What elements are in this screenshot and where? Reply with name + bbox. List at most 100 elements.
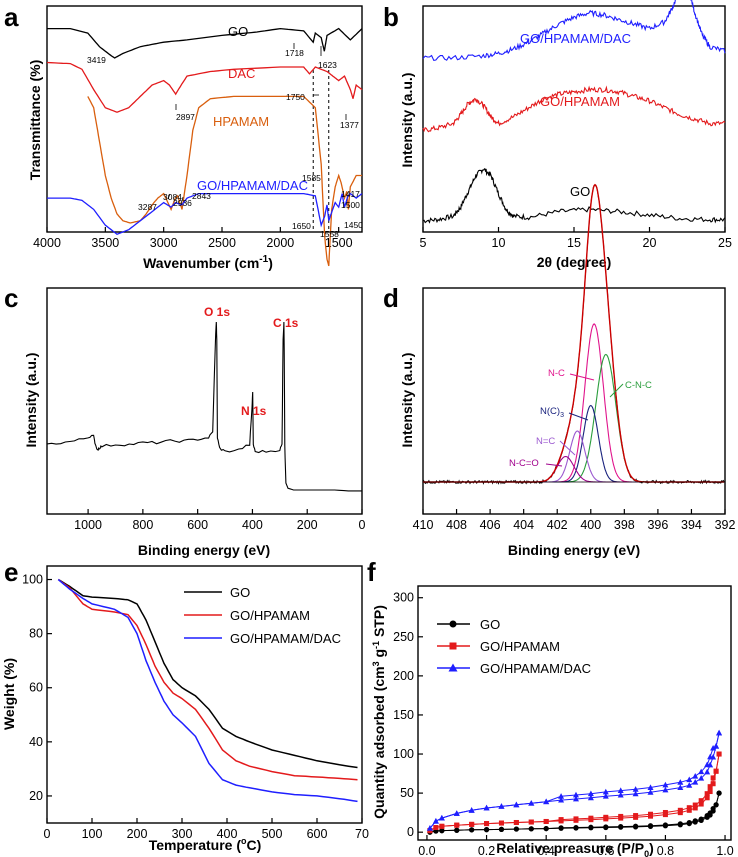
panel-d: d 410 408 406 404 402 400 398 396 394 392 N-C C-N… (383, 183, 735, 558)
f-point (483, 827, 490, 833)
f-point (704, 795, 710, 801)
f-point (710, 805, 716, 812)
f-ytick-label: 250 (393, 630, 414, 644)
d-ylabel: Intensity (a.u.) (399, 353, 415, 448)
panel-f-series (426, 729, 723, 835)
f-xtick-label: 0.6 (597, 844, 614, 857)
f-xlabel: Relative preasure (P/P0) (496, 840, 654, 857)
e-series-line-0 (57, 578, 358, 769)
f-point (677, 779, 684, 785)
panel-a: a 4000 3500 3000 2500 2000 1500 3419 1718 1623 2… (4, 2, 363, 271)
f-xtick-label: 1.0 (716, 844, 733, 857)
c-peak-n1s: N 1s (241, 404, 267, 418)
c-xtick-label: 400 (242, 518, 263, 532)
f-legend-marker-go-hpamam (449, 642, 457, 650)
f-point (618, 823, 624, 830)
d-label-arrow-1 (609, 383, 624, 398)
e-series-line-2 (57, 578, 358, 803)
panel-a-dashed-guides (312, 70, 330, 232)
f-point (498, 803, 505, 809)
f-point (528, 800, 535, 806)
f-point (513, 826, 519, 832)
c-ylabel: Intensity (a.u.) (23, 353, 39, 448)
f-point (543, 818, 549, 824)
panel-f: f 0.0 0.2 0.4 0.6 0.8 1.0 0 50 100 150 200 250 300 G… (367, 557, 734, 857)
f-point (716, 790, 722, 796)
d-xtick-label: 408 (446, 518, 467, 532)
f-point (632, 790, 639, 797)
e-ytick-label: 20 (29, 789, 43, 803)
a-xtick-label: 4000 (33, 236, 61, 250)
a-annotation-1750: 1750 (286, 92, 305, 102)
f-point (433, 824, 439, 830)
f-ytick-label: 50 (400, 786, 414, 800)
f-point (633, 813, 639, 819)
d-xlabel: Binding energy (eV) (508, 542, 640, 558)
f-point (572, 795, 579, 802)
f-point (662, 822, 669, 828)
f-point (513, 819, 519, 825)
f-point (587, 790, 594, 797)
f-point (686, 782, 693, 788)
panel-a-series (46, 27, 363, 267)
f-point (632, 786, 639, 792)
e-xlabel: Temperature (oC) (149, 836, 262, 853)
d-label-arrow-0 (569, 373, 595, 381)
panel-f-ticks: 0.0 0.2 0.4 0.6 0.8 1.0 0 50 100 150 200 250 300 (393, 591, 734, 857)
d-xtick-label: 410 (413, 518, 434, 532)
d-xtick-label: 398 (614, 518, 635, 532)
f-point (617, 791, 624, 798)
panel-a-letter: a (4, 2, 19, 32)
b-series-line-1 (422, 85, 726, 133)
e-xtick-label: 600 (307, 827, 328, 841)
d-xtick-label: 396 (647, 518, 668, 532)
f-point (603, 814, 609, 820)
f-point (698, 798, 704, 804)
f-point (558, 817, 564, 823)
d-label-n-eq-c: N=C (536, 436, 555, 447)
e-xtick-label: 400 (217, 827, 238, 841)
f-point (484, 821, 490, 827)
panel-b-ticks: 5 10 15 20 25 (420, 227, 732, 250)
f-point (662, 781, 669, 788)
c-xtick-label: 600 (187, 518, 208, 532)
c-xtick-label: 0 (359, 518, 366, 532)
c-xtick-label: 200 (297, 518, 318, 532)
b-xtick-label: 25 (718, 236, 732, 250)
f-point (704, 768, 711, 775)
f-xtick-label: 0.0 (418, 844, 435, 857)
a-series-line-1 (46, 61, 363, 113)
b-label-go: GO (570, 184, 590, 199)
panel-e-frame (46, 565, 363, 824)
f-point (707, 784, 713, 790)
a-annotation-2897: 2897 (176, 112, 195, 122)
panel-d-ticks: 410 408 406 404 402 400 398 396 394 392 (413, 509, 735, 532)
f-point (698, 801, 704, 807)
panel-c-letter: c (4, 283, 18, 313)
d-label-nc3: N(C)3 (540, 406, 564, 419)
f-point (543, 798, 550, 805)
f-point (692, 805, 698, 811)
f-ytick-label: 300 (393, 591, 414, 605)
f-point (483, 804, 490, 811)
panel-d-letter: d (383, 283, 399, 313)
a-series-line-3 (47, 192, 363, 236)
a-xtick-label: 3500 (91, 236, 119, 250)
f-point (528, 826, 534, 832)
e-xtick-label: 500 (262, 827, 283, 841)
f-legend-go-hpamam: GO/HPAMAM (480, 639, 560, 654)
f-point (618, 813, 624, 819)
f-point (716, 751, 722, 757)
f-ytick-label: 0 (407, 825, 414, 839)
e-legend-go: GO (230, 585, 250, 600)
e-legend-go-hpamam: GO/HPAMAM (230, 608, 310, 623)
panel-a-annotations: 3419 1718 1623 2897 1750 1377 3287 308429362843… (87, 43, 363, 239)
a-annotation-2843: 2843 (192, 191, 211, 201)
f-point (692, 778, 699, 785)
f-ytick-label: 100 (393, 747, 414, 761)
a-annotation-1500: 1500 (341, 200, 360, 210)
f-point (543, 825, 549, 832)
a-label-hpamam: HPAMAM (213, 114, 269, 129)
f-point (469, 827, 475, 833)
